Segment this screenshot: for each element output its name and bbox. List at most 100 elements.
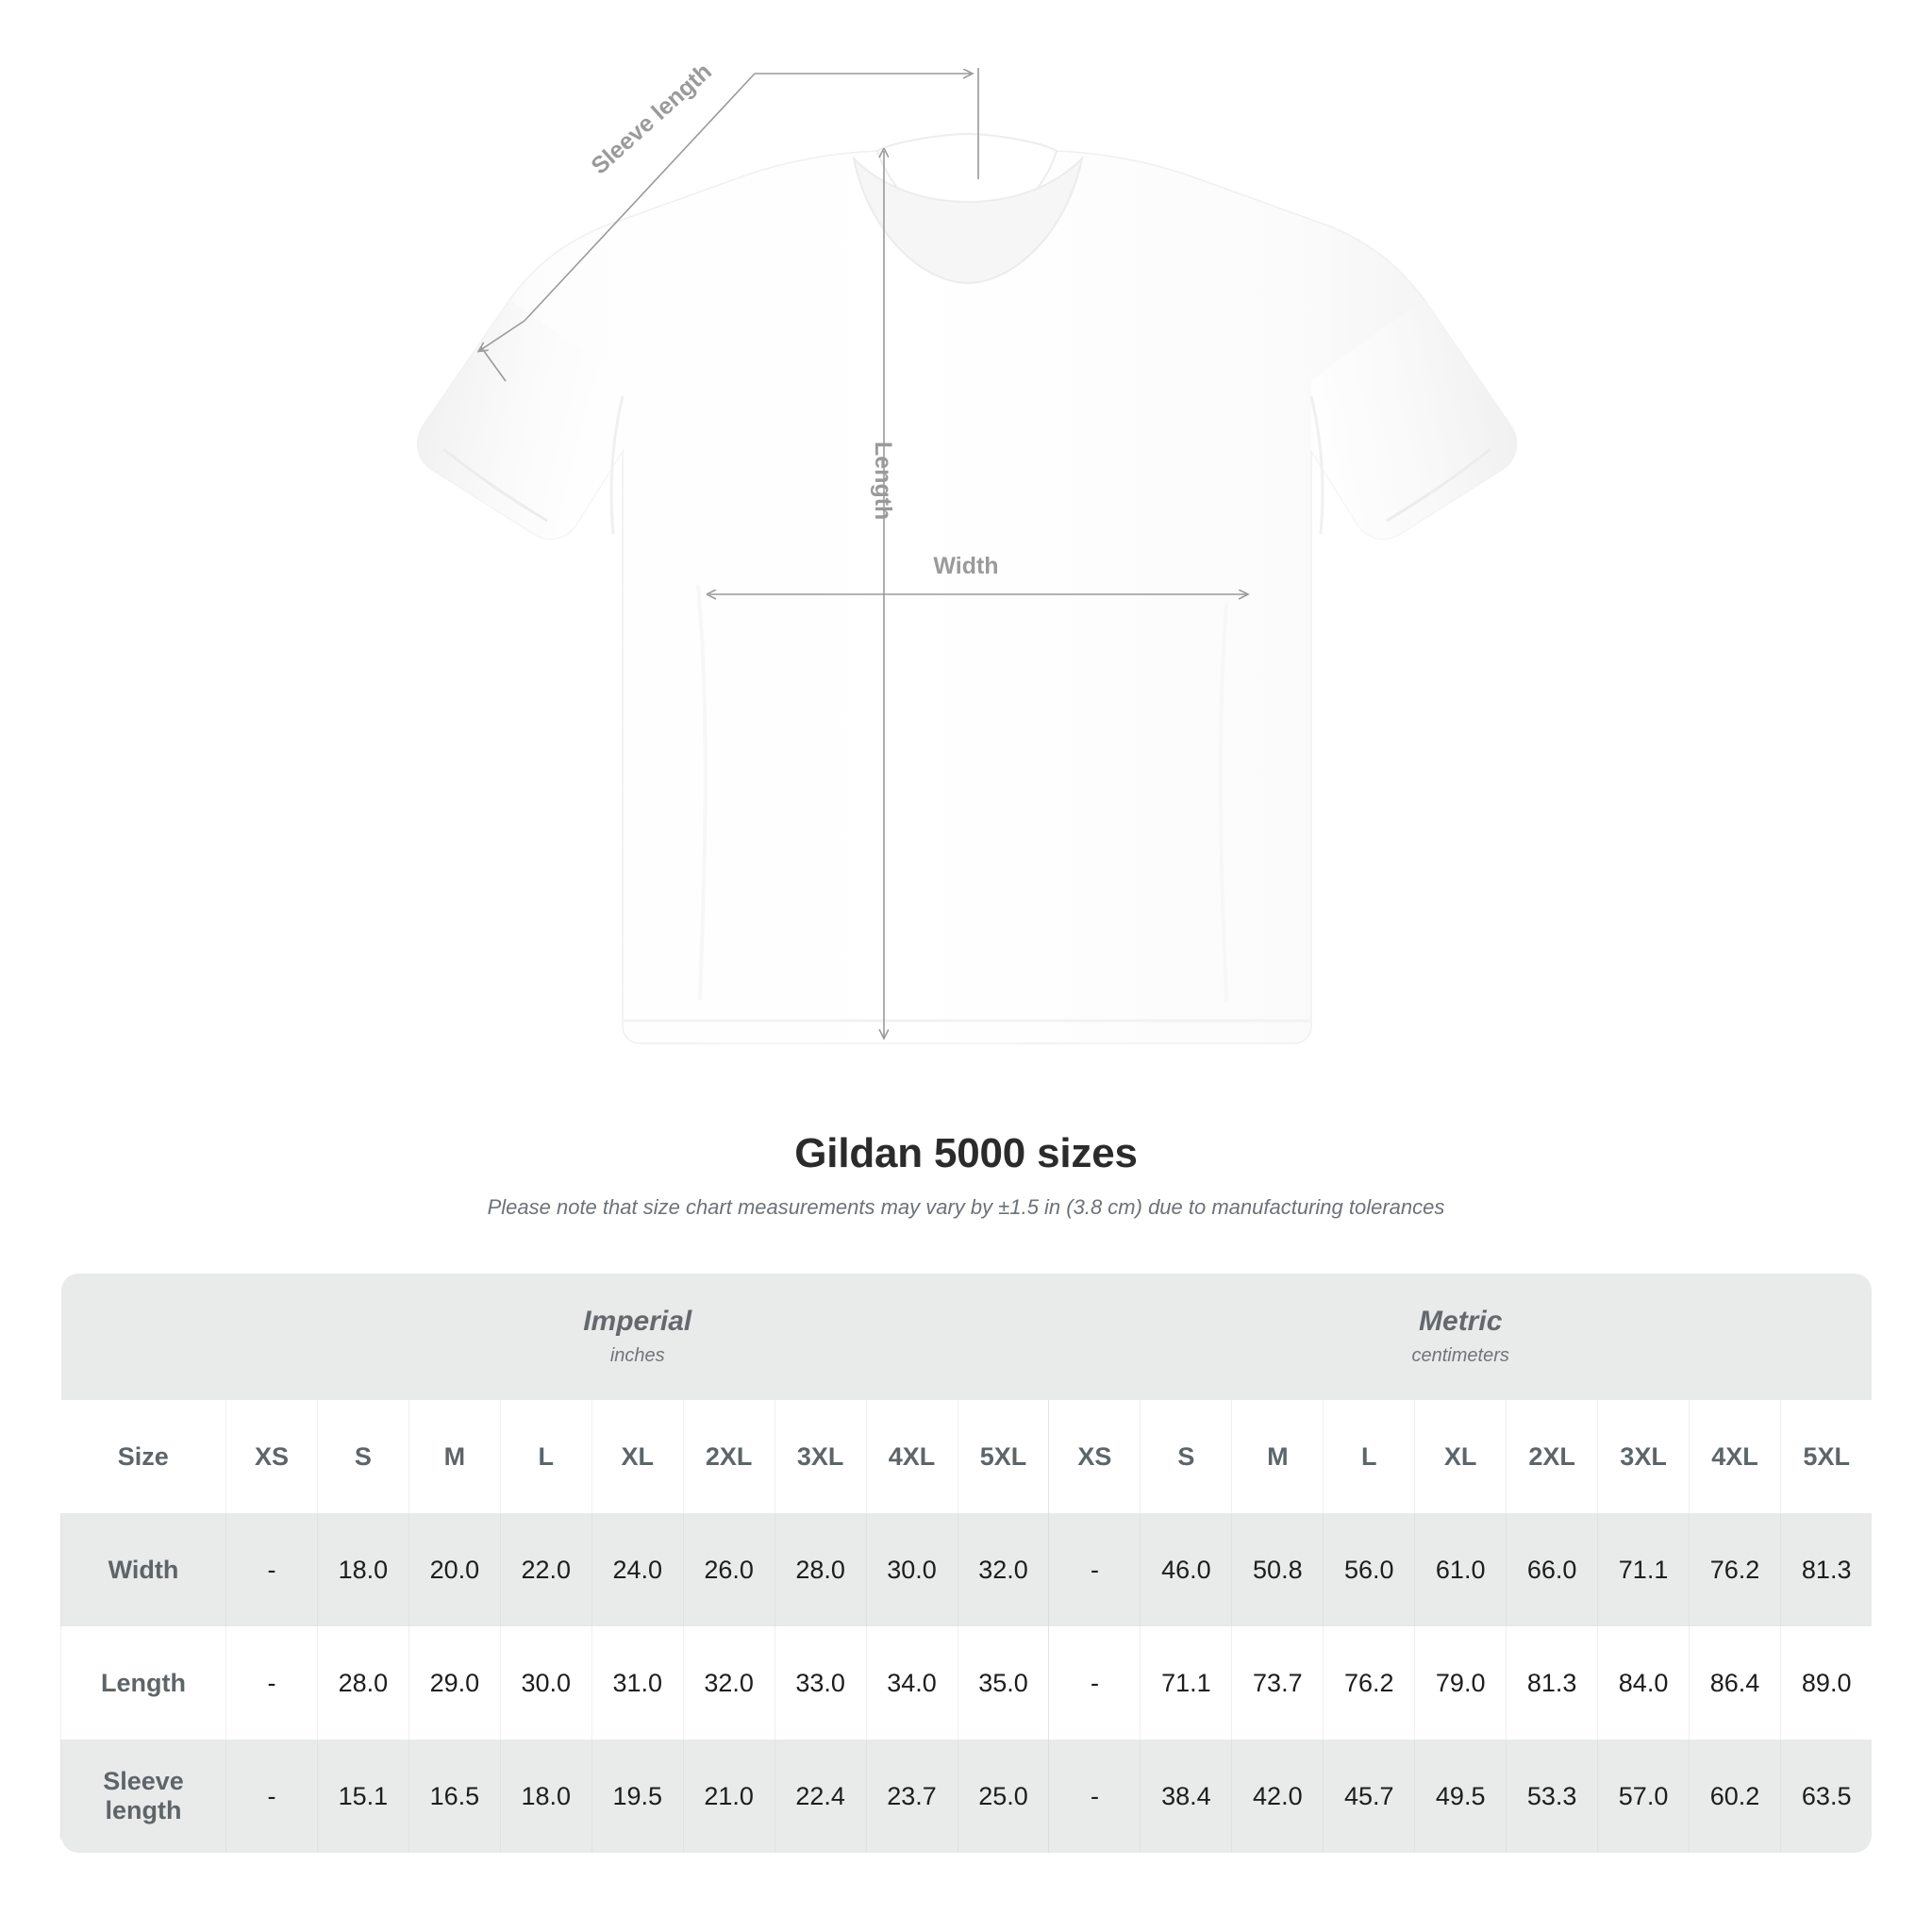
size-header-metric-4xl: 4XL bbox=[1689, 1400, 1781, 1513]
cell-value: 25.0 bbox=[957, 1740, 1049, 1853]
row-label-width: Width bbox=[60, 1513, 226, 1626]
cell-value: 33.0 bbox=[774, 1626, 867, 1740]
chart-heading: Gildan 5000 sizes Please note that size … bbox=[0, 1127, 1932, 1222]
size-header-imperial-m: M bbox=[408, 1400, 501, 1513]
cell-value: 71.1 bbox=[1140, 1626, 1232, 1740]
cell-value: 63.5 bbox=[1779, 1740, 1873, 1853]
cell-value: 30.0 bbox=[499, 1626, 592, 1740]
size-header-metric-s: S bbox=[1140, 1400, 1232, 1513]
size-header-imperial-l: L bbox=[499, 1400, 592, 1513]
tshirt-left-sleeve bbox=[417, 300, 623, 540]
cell-value: 86.4 bbox=[1689, 1626, 1781, 1740]
cell-value: 66.0 bbox=[1506, 1513, 1598, 1626]
cell-value: 53.3 bbox=[1506, 1740, 1598, 1853]
cell-value: - bbox=[225, 1740, 318, 1853]
cell-value: 22.0 bbox=[499, 1513, 592, 1626]
left-armhole-seam bbox=[609, 395, 625, 535]
cell-value: 31.0 bbox=[591, 1626, 684, 1740]
unit-group-metric: Metric centimeters bbox=[1048, 1274, 1873, 1400]
width-label: Width bbox=[933, 553, 998, 579]
cell-value: 18.0 bbox=[499, 1740, 592, 1853]
width-measure: Width bbox=[709, 553, 1247, 594]
cell-value: 71.1 bbox=[1597, 1513, 1690, 1626]
size-header-imperial-3xl: 3XL bbox=[774, 1400, 867, 1513]
cell-value: - bbox=[225, 1626, 318, 1740]
cell-value: 60.2 bbox=[1689, 1740, 1781, 1853]
cell-value: 46.0 bbox=[1140, 1513, 1232, 1626]
cell-value: 81.3 bbox=[1779, 1513, 1873, 1626]
sleeve-diagonal-arrow bbox=[479, 320, 525, 351]
sleeve-cuff-tick bbox=[480, 346, 507, 382]
collar-opening bbox=[852, 155, 1084, 285]
cell-value: 84.0 bbox=[1597, 1626, 1690, 1740]
cell-value: - bbox=[225, 1513, 318, 1626]
cell-value: 57.0 bbox=[1597, 1740, 1690, 1853]
cell-value: 30.0 bbox=[865, 1513, 958, 1626]
size-header-label: Size bbox=[60, 1400, 226, 1513]
cell-value: 89.0 bbox=[1779, 1626, 1873, 1740]
cell-value: 79.0 bbox=[1414, 1626, 1507, 1740]
cell-value: 34.0 bbox=[865, 1626, 958, 1740]
size-header-metric-2xl: 2XL bbox=[1506, 1400, 1598, 1513]
table-row: Width -18.0 20.0 22.0 24.0 26.0 28.0 30.0 32.0-4… bbox=[60, 1513, 1873, 1626]
length-label: Length bbox=[870, 441, 896, 520]
cell-value: 50.8 bbox=[1231, 1513, 1324, 1626]
cell-value: 35.0 bbox=[957, 1626, 1049, 1740]
unit-group-name: Imperial bbox=[583, 1305, 692, 1337]
cell-value: 21.0 bbox=[682, 1740, 775, 1853]
cell-value: 32.0 bbox=[682, 1626, 775, 1740]
cell-value: 16.5 bbox=[408, 1740, 501, 1853]
left-sleeve-hem bbox=[442, 447, 548, 523]
size-header-metric-xl: XL bbox=[1414, 1400, 1507, 1513]
tshirt-right-sleeve bbox=[1311, 300, 1517, 540]
unit-group-row: Imperial inches Metric centimeters bbox=[60, 1274, 1873, 1400]
size-header-metric-5xl: 5XL bbox=[1779, 1400, 1873, 1513]
page-title: Gildan 5000 sizes bbox=[794, 1130, 1138, 1176]
cell-value: 26.0 bbox=[682, 1513, 775, 1626]
size-header-imperial-5xl: 5XL bbox=[957, 1400, 1049, 1513]
tolerance-note: Please note that size chart measurements… bbox=[487, 1195, 1445, 1219]
right-sleeve-hem bbox=[1386, 447, 1491, 523]
cell-value: 76.2 bbox=[1689, 1513, 1781, 1626]
size-header-imperial-2xl: 2XL bbox=[682, 1400, 775, 1513]
size-table: Imperial inches Metric centimeters Size XS S M L… bbox=[60, 1274, 1873, 1853]
cell-value: 61.0 bbox=[1414, 1513, 1507, 1626]
cell-value: 24.0 bbox=[591, 1513, 684, 1626]
cell-value: 23.7 bbox=[865, 1740, 958, 1853]
unit-group-imperial: Imperial inches bbox=[225, 1274, 1049, 1400]
tshirt-diagram: Sleeve length Length Width bbox=[416, 58, 1518, 1044]
size-header-imperial-s: S bbox=[316, 1400, 409, 1513]
cell-value: 32.0 bbox=[957, 1513, 1049, 1626]
cell-value: 19.5 bbox=[591, 1740, 684, 1853]
cell-value: - bbox=[1048, 1513, 1141, 1626]
cell-value: 76.2 bbox=[1323, 1626, 1415, 1740]
size-header-metric-m: M bbox=[1231, 1400, 1324, 1513]
size-header-imperial-xl: XL bbox=[591, 1400, 684, 1513]
tshirt-graphic bbox=[416, 132, 1518, 1044]
cell-value: 29.0 bbox=[408, 1626, 501, 1740]
cell-value: 73.7 bbox=[1231, 1626, 1324, 1740]
cell-value: 28.0 bbox=[774, 1513, 867, 1626]
cell-value: 20.0 bbox=[408, 1513, 501, 1626]
right-armhole-seam bbox=[1309, 395, 1324, 535]
size-header-imperial-4xl: 4XL bbox=[865, 1400, 958, 1513]
cell-value: 15.1 bbox=[316, 1740, 409, 1853]
cell-value: 22.4 bbox=[774, 1740, 867, 1853]
row-label-length: Length bbox=[60, 1626, 226, 1740]
cell-value: 56.0 bbox=[1323, 1513, 1415, 1626]
table-row: Sleeve length -15.1 16.5 18.0 19.5 21.0 22.4 23… bbox=[60, 1740, 1873, 1853]
unit-spacer-cell bbox=[60, 1274, 226, 1400]
unit-group-unit: inches bbox=[609, 1345, 665, 1367]
unit-group-unit: centimeters bbox=[1411, 1345, 1509, 1367]
size-header-metric-l: L bbox=[1323, 1400, 1415, 1513]
row-label-sleeve-length: Sleeve length bbox=[60, 1740, 226, 1853]
unit-group-name: Metric bbox=[1419, 1305, 1503, 1337]
sleeve-length-label: Sleeve length bbox=[586, 58, 717, 180]
cell-value: 45.7 bbox=[1323, 1740, 1415, 1853]
cell-value: - bbox=[1048, 1626, 1141, 1740]
size-header-metric-3xl: 3XL bbox=[1597, 1400, 1690, 1513]
cell-value: 28.0 bbox=[316, 1626, 409, 1740]
size-header-imperial-xs: XS bbox=[225, 1400, 318, 1513]
tshirt-body bbox=[416, 150, 1518, 1044]
